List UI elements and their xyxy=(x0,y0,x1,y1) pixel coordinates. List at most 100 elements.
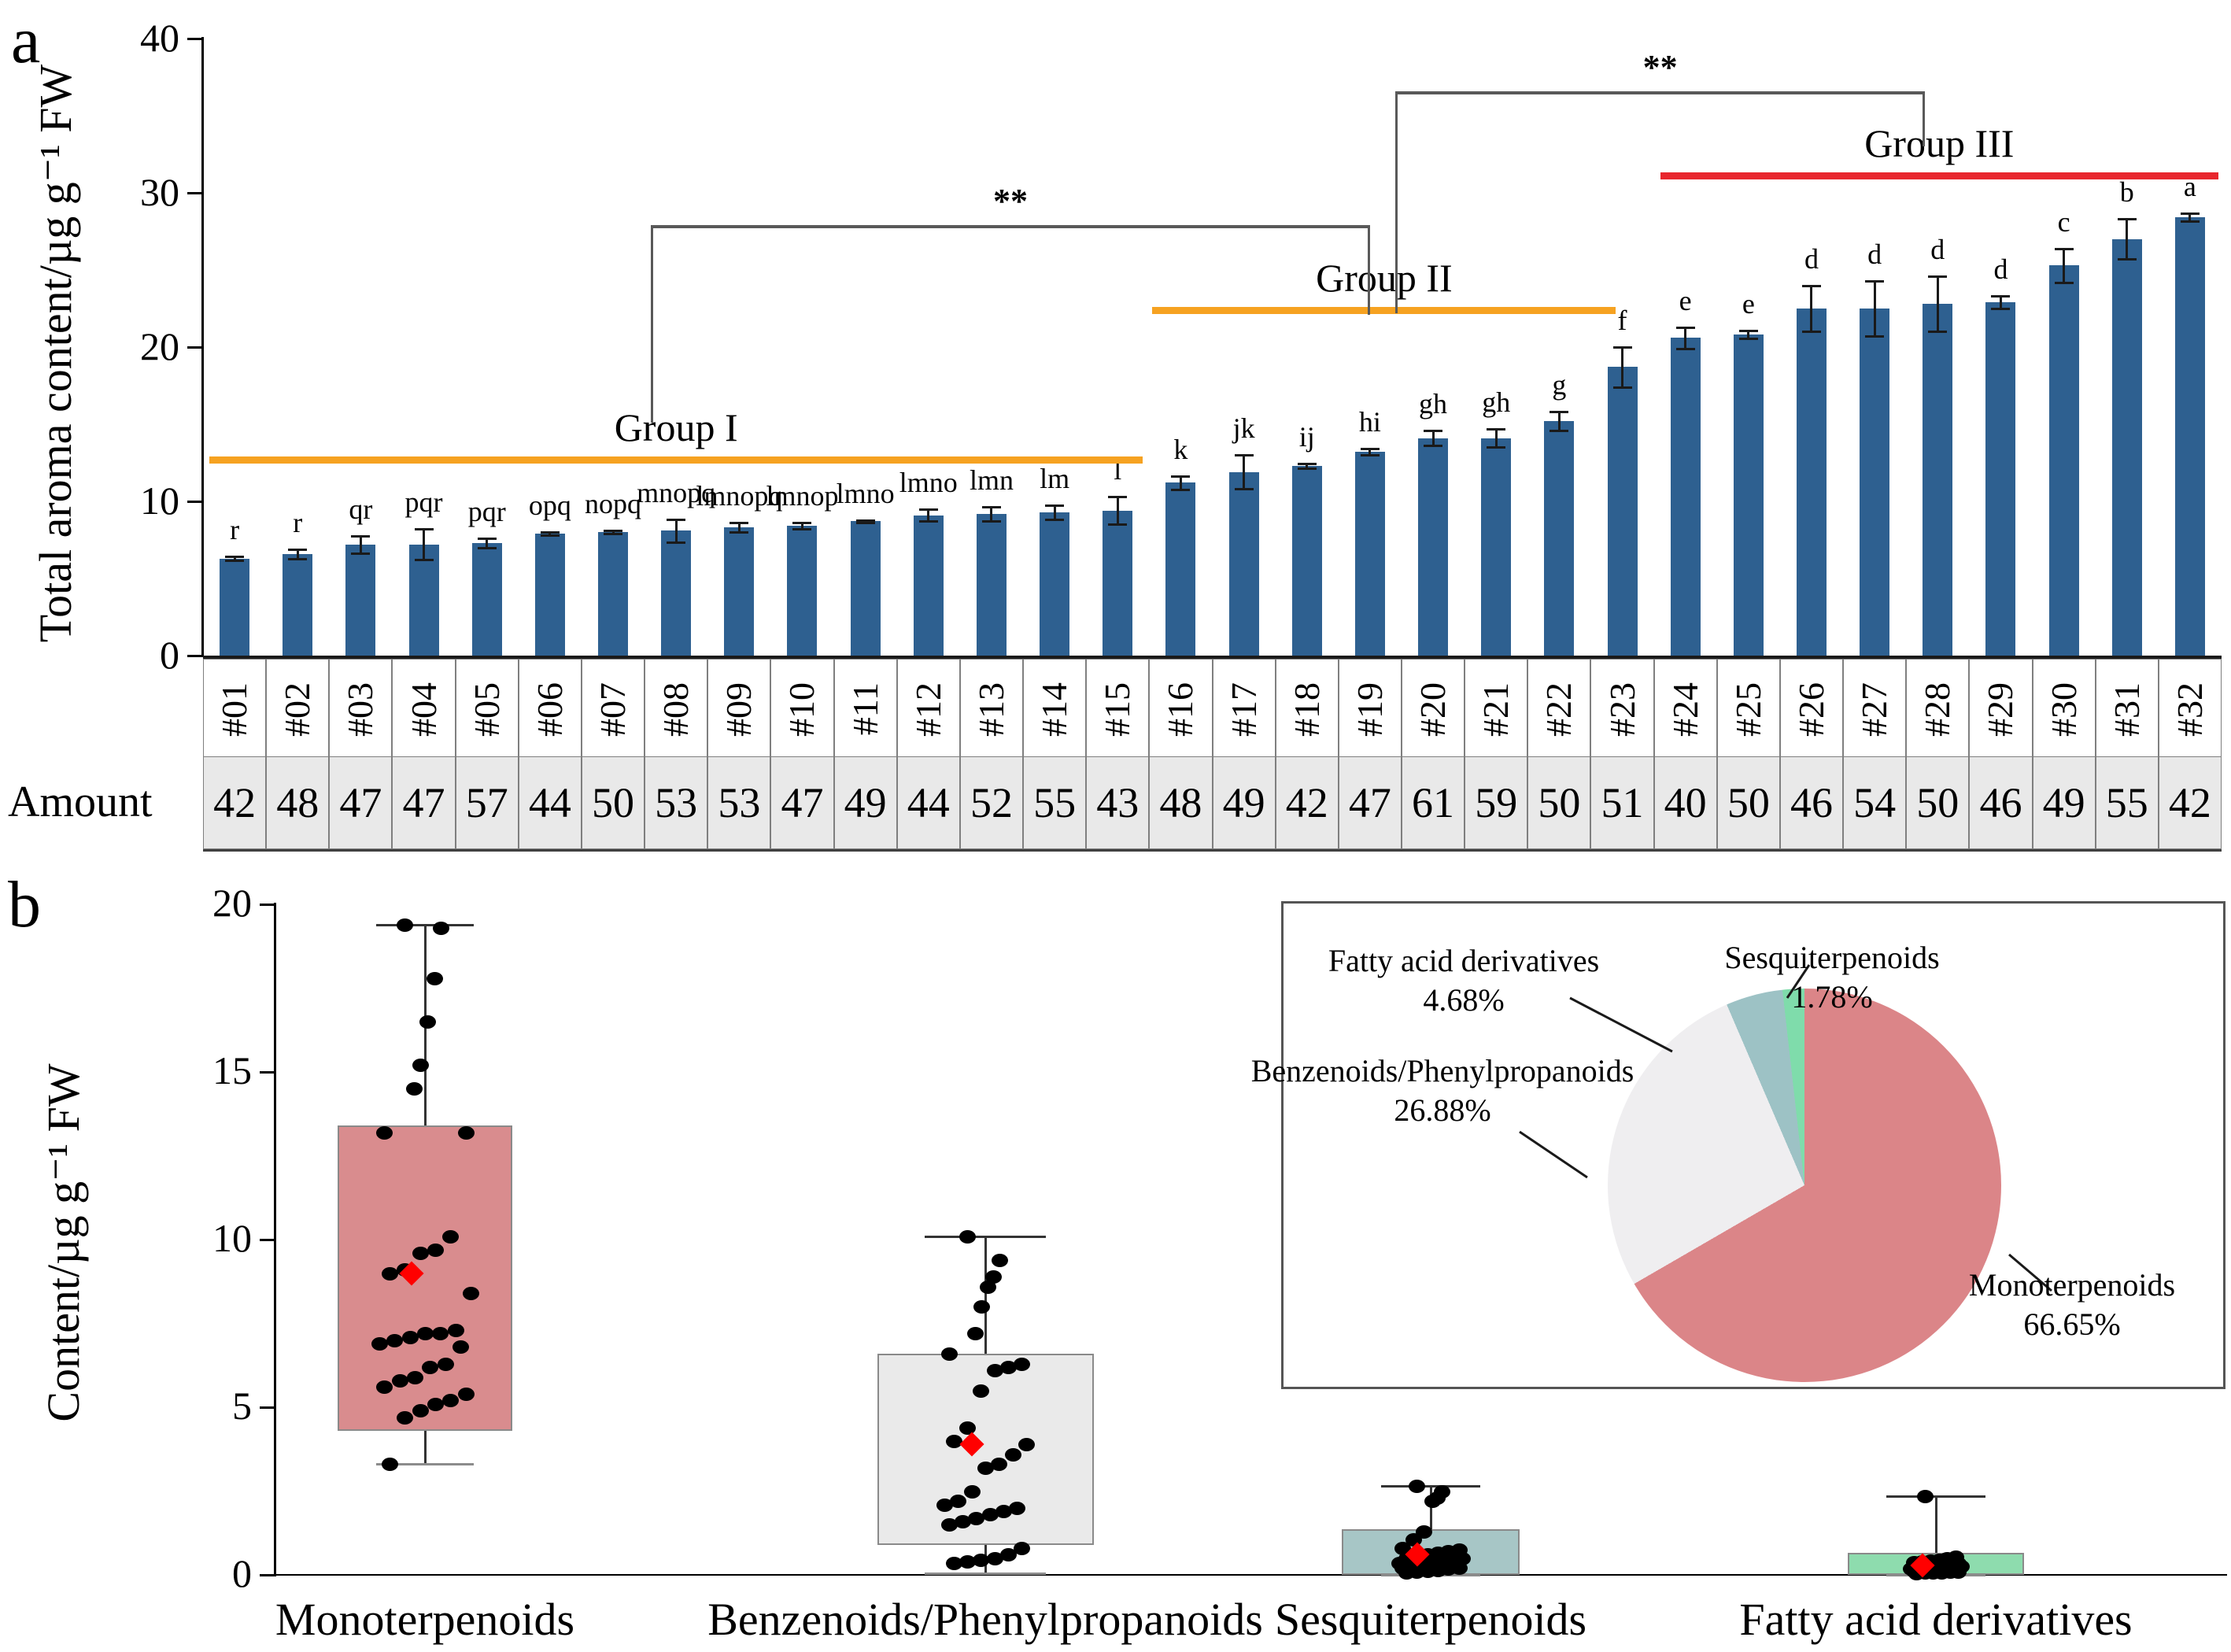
bar xyxy=(1796,309,1827,656)
sig-letter: b xyxy=(2119,176,2134,209)
error-bar xyxy=(1747,331,1750,340)
data-point xyxy=(985,1269,1003,1284)
sample-label-cell: #16 xyxy=(1149,659,1213,759)
sig-stars: ** xyxy=(1642,47,1678,87)
bar xyxy=(1354,452,1385,656)
sample-label: #05 xyxy=(466,682,507,737)
amount-cell: 43 xyxy=(1086,756,1150,849)
amount-cell: 51 xyxy=(1590,756,1654,849)
error-bar-cap-top xyxy=(2180,213,2200,216)
data-point xyxy=(419,1015,436,1029)
whisker-cap-top xyxy=(1886,1495,1985,1498)
data-point xyxy=(427,1397,444,1411)
pie-chart xyxy=(1608,989,2001,1382)
pie-leader-lines xyxy=(1519,964,2052,1292)
data-point xyxy=(412,1404,429,1418)
error-bar-cap-bottom xyxy=(1928,331,1948,334)
sample-label-cell: #01 xyxy=(203,659,267,759)
sample-label: #29 xyxy=(1980,682,2021,737)
sample-label: #15 xyxy=(1097,682,1138,737)
data-point xyxy=(1398,1565,1415,1580)
sample-label-cell: #30 xyxy=(2032,659,2096,759)
amount-cell: 50 xyxy=(1716,756,1780,849)
sig-bracket-leg-left xyxy=(651,225,654,423)
data-point xyxy=(973,1300,990,1314)
data-point xyxy=(376,1380,393,1395)
error-bar-cap-bottom xyxy=(1297,467,1317,470)
whisker-cap-bottom xyxy=(375,1463,475,1466)
sample-label-cell: #26 xyxy=(1779,659,1844,759)
sample-label: #17 xyxy=(1223,682,1264,737)
sig-letter: g xyxy=(1552,369,1567,401)
error-bar-cap-top xyxy=(1675,326,1695,329)
panel-a-y-tick xyxy=(187,38,203,40)
data-point xyxy=(381,1266,398,1281)
sig-letter: f xyxy=(1617,305,1627,336)
sample-label: #10 xyxy=(781,682,822,737)
pie-label-monoterpenoids: Monoterpenoids 66.65% xyxy=(1930,1266,2214,1344)
pie-label-pct: 66.65% xyxy=(2023,1306,2121,1342)
bar xyxy=(661,530,692,656)
data-point xyxy=(959,1229,976,1244)
error-bar-cap-top xyxy=(351,535,371,538)
error-bar-cap-bottom xyxy=(792,528,812,531)
data-point xyxy=(1409,1480,1425,1494)
amount-cell: 49 xyxy=(1212,756,1276,849)
error-bar-cap-bottom xyxy=(1234,488,1254,491)
error-bar-cap-top xyxy=(1045,504,1065,507)
pie-label-text: Fatty acid derivatives xyxy=(1328,943,1600,978)
data-point xyxy=(412,1247,429,1261)
sample-label-cell: #17 xyxy=(1212,659,1276,759)
sample-label-cell: #07 xyxy=(581,659,645,759)
sig-letter: d xyxy=(1930,233,1945,265)
data-point xyxy=(999,1360,1017,1374)
amount-row: 42 48 47 47 57 44 50 53 53 47 49 44 52 55 43 48 49 42 47 61… xyxy=(203,756,2222,852)
pie-label-pct: 1.78% xyxy=(1791,979,1873,1014)
error-bar xyxy=(864,519,867,524)
sig-letter: ij xyxy=(1298,420,1315,453)
sig-bracket-horizontal xyxy=(651,225,1370,229)
sample-label: #27 xyxy=(1854,682,1895,737)
data-point xyxy=(376,1125,393,1140)
sample-label-cell: #24 xyxy=(1653,659,1717,759)
data-point xyxy=(422,1360,439,1374)
pie-inset-panel: Fatty acid derivatives 4.68% Sesquiterpe… xyxy=(1251,901,2225,1389)
panel-b-y-tick xyxy=(260,1071,275,1074)
error-bar-cap-bottom xyxy=(855,522,875,525)
amount-cell: 55 xyxy=(1023,756,1087,849)
sample-label: #32 xyxy=(2169,682,2210,737)
sample-label-cell: #25 xyxy=(1716,659,1780,759)
panel-a-letter: a xyxy=(11,4,41,77)
data-point xyxy=(936,1498,953,1512)
panel-b-y-tick xyxy=(260,1574,275,1576)
error-bar xyxy=(737,523,741,534)
data-point xyxy=(452,1340,470,1354)
error-bar-cap-bottom xyxy=(414,559,434,562)
whisker-upper xyxy=(1935,1495,1937,1554)
amount-cell: 61 xyxy=(1401,756,1465,849)
sample-label-cell: #20 xyxy=(1401,659,1465,759)
data-point xyxy=(463,1287,479,1301)
sample-label: #01 xyxy=(214,682,255,737)
amount-cell: 54 xyxy=(1843,756,1907,849)
error-bar-cap-top xyxy=(1865,279,1885,283)
data-point xyxy=(397,1410,414,1425)
data-point xyxy=(407,1370,424,1384)
data-point xyxy=(427,1243,444,1257)
bar xyxy=(1418,438,1449,656)
sample-label: #20 xyxy=(1413,682,1453,737)
sample-label-cell: #12 xyxy=(896,659,960,759)
pie-label-pct: 4.68% xyxy=(1423,982,1505,1018)
amount-cell: 49 xyxy=(2032,756,2096,849)
sig-letter: gh xyxy=(1482,386,1511,418)
error-bar-cap-bottom xyxy=(667,541,686,544)
panel-a-y-tick-label: 30 xyxy=(140,170,179,214)
sample-label: #23 xyxy=(1601,682,1642,737)
error-bar-cap-bottom xyxy=(351,552,371,555)
error-bar-cap-bottom xyxy=(540,534,560,538)
bar xyxy=(1544,421,1575,656)
sig-letter: r xyxy=(293,506,303,538)
amount-cell: 50 xyxy=(1527,756,1591,849)
data-point xyxy=(417,1327,434,1341)
